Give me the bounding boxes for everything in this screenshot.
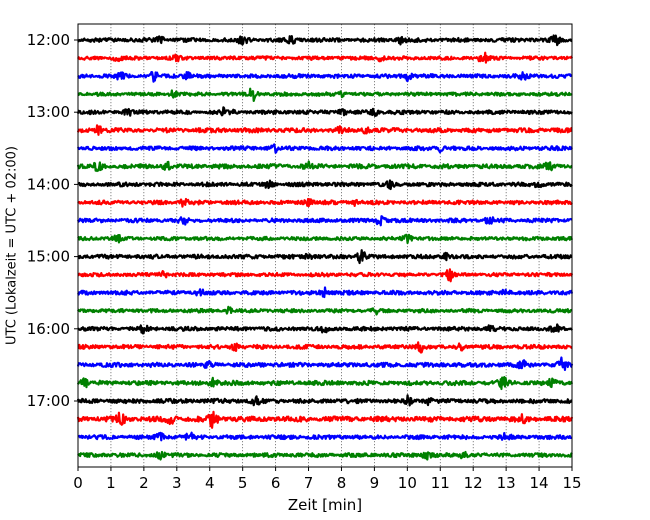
- x-tick-label: 1: [106, 474, 116, 492]
- x-axis-label: Zeit [min]: [288, 496, 362, 514]
- x-tick-label: 12: [464, 474, 483, 492]
- trace-1700: [76, 394, 573, 407]
- trace-1300: [76, 106, 573, 118]
- y-tick-label: 12:00: [27, 31, 70, 49]
- plot-frame: [77, 23, 573, 468]
- trace-1745: [77, 450, 573, 461]
- x-tick-label: 9: [370, 474, 380, 492]
- trace-1215: [77, 51, 574, 64]
- y-tick-label: 15:00: [27, 248, 70, 266]
- grid-layer: [110, 24, 540, 467]
- trace-1245: [77, 87, 573, 102]
- trace-1600: [77, 323, 573, 335]
- x-tick-label: 2: [139, 474, 149, 492]
- x-tick-label: 4: [205, 474, 215, 492]
- x-tick-label: 10: [398, 474, 417, 492]
- x-tick-label: 6: [271, 474, 281, 492]
- trace-1230: [77, 71, 573, 83]
- trace-1430: [76, 215, 573, 227]
- trace-1615: [77, 341, 573, 354]
- trace-layer: [76, 34, 574, 461]
- trace-1645: [76, 376, 574, 391]
- tick-layer: 0 1 2 3 4 5 6 7 8 9 10 11 12 13 14 1512:0013:0014:0015:…: [27, 31, 582, 492]
- y-tick-label: 14:00: [27, 175, 70, 193]
- x-tick-label: 15: [562, 474, 581, 492]
- trace-1445: [77, 233, 574, 245]
- y-axis-label: UTC (Lokalzeit = UTC + 02:00): [5, 146, 20, 345]
- trace-1500: [77, 249, 573, 265]
- x-tick-label: 0: [73, 474, 83, 492]
- x-tick-label: 3: [172, 474, 182, 492]
- trace-1630: [76, 356, 574, 372]
- x-tick-label: 8: [337, 474, 347, 492]
- y-tick-label: 13:00: [27, 103, 70, 121]
- x-tick-label: 5: [238, 474, 248, 492]
- trace-1400: [77, 179, 573, 191]
- trace-1345: [76, 160, 573, 173]
- x-tick-label: 7: [304, 474, 314, 492]
- trace-1330: [76, 143, 573, 154]
- trace-1545: [77, 305, 573, 316]
- x-tick-label: 14: [530, 474, 549, 492]
- trace-1315: [76, 124, 573, 136]
- y-tick-label: 16:00: [27, 320, 70, 338]
- x-tick-label: 13: [497, 474, 516, 492]
- y-tick-label: 17:00: [27, 392, 70, 410]
- trace-1530: [77, 286, 574, 299]
- x-tick-label: 11: [431, 474, 450, 492]
- trace-1730: [77, 431, 573, 442]
- trace-1415: [77, 197, 573, 208]
- trace-1200: [77, 34, 573, 47]
- trace-1515: [77, 268, 574, 283]
- trace-1715: [76, 410, 574, 429]
